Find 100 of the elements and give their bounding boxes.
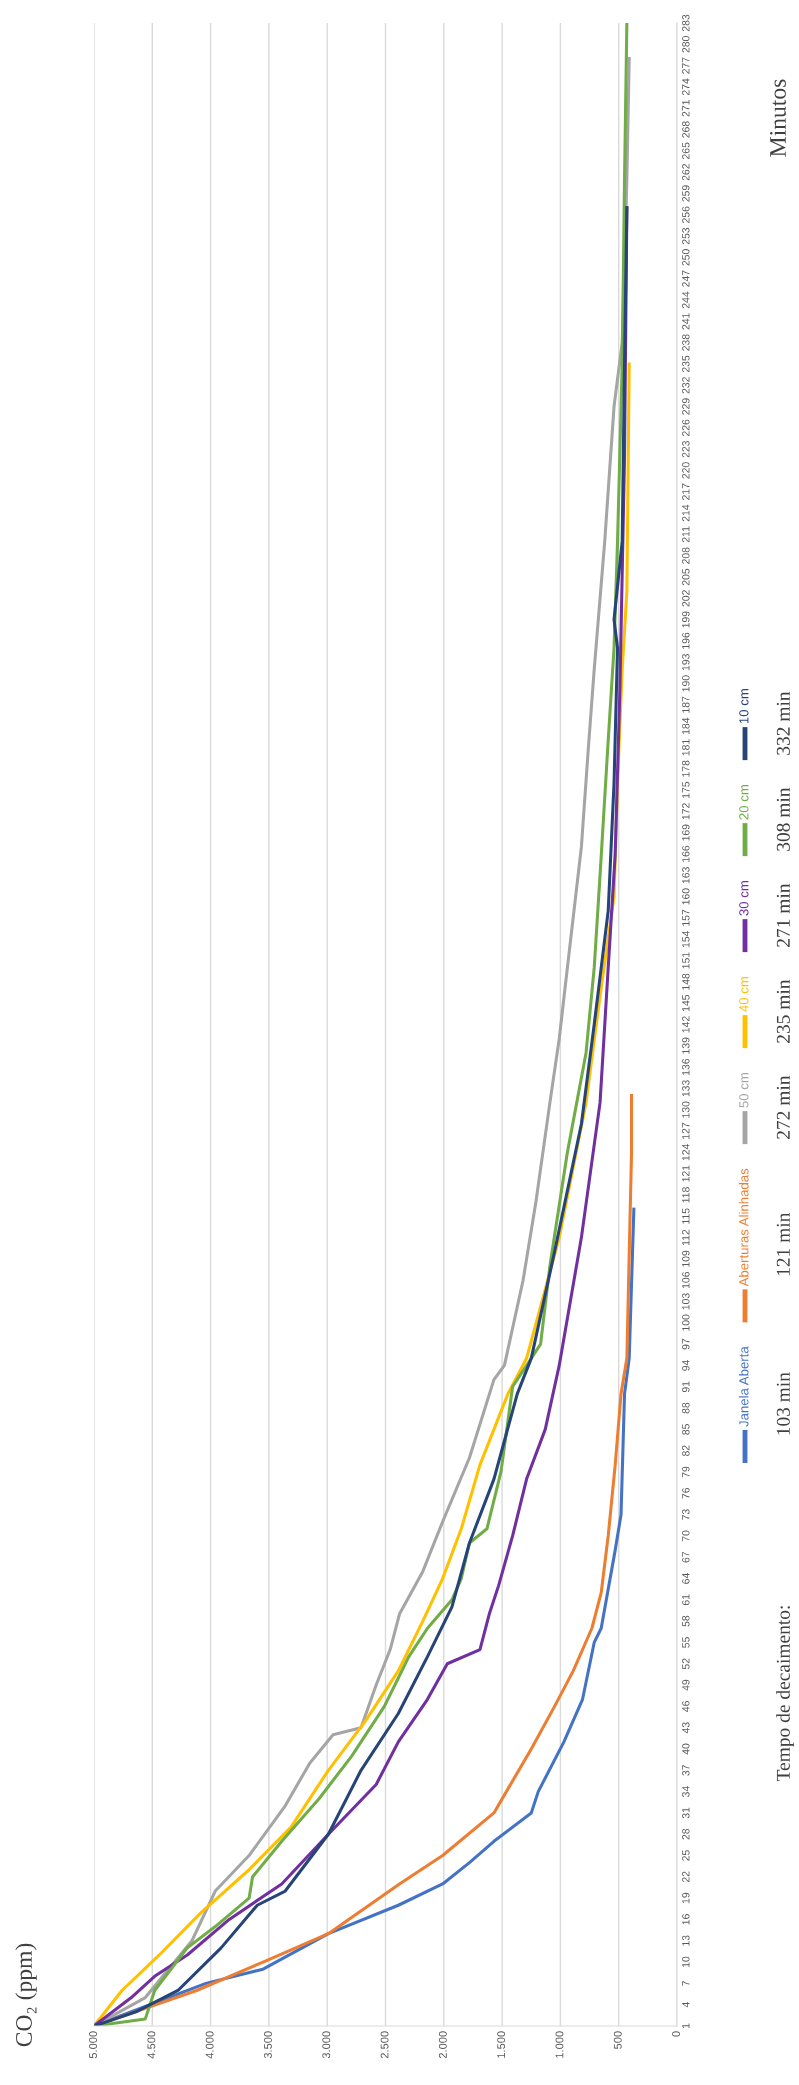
x-tick-label: 4.000 — [205, 2031, 214, 2059]
text: Janela Aberta — [738, 1346, 749, 1427]
x-tick-label: 5.000 — [89, 2031, 97, 2059]
y-tick-label: 169 — [682, 824, 690, 841]
y-tick-label: 253 — [682, 227, 690, 245]
text: 20 cm — [739, 785, 749, 820]
y-tick-label: 241 — [682, 313, 690, 330]
y-tick-label: 79 — [682, 1466, 690, 1478]
y-tick-label: 52 — [682, 1658, 690, 1670]
y-tick-label: 277 — [682, 57, 690, 74]
y-tick-label: 94 — [682, 1359, 690, 1371]
y-tick-label: 4 — [682, 2002, 690, 2008]
y-tick-label: 43 — [682, 1722, 690, 1734]
y-tick-label: 61 — [682, 1594, 690, 1606]
y-tick-label: 1 — [682, 2023, 690, 2029]
y-tick-label: 130 — [682, 1101, 690, 1118]
x-tick-label: 1.500 — [497, 2031, 506, 2058]
y-tick-label: 67 — [682, 1551, 690, 1563]
y-tick-label: 76 — [682, 1487, 690, 1499]
y-tick-label: 178 — [682, 760, 690, 777]
y-tick-label: 229 — [682, 398, 690, 415]
y-tick-label: 160 — [682, 888, 690, 905]
y-tick-label: 49 — [682, 1679, 690, 1691]
y-tick-label: 133 — [682, 1080, 690, 1097]
y-tick-label: 13 — [682, 1935, 690, 1946]
text: 50 cm — [739, 1073, 749, 1108]
text: 121 min — [776, 1212, 790, 1276]
y-tick-label: 154 — [682, 930, 690, 948]
text: 40 cm — [739, 977, 749, 1012]
text: Aberturas Alinhadas — [738, 1168, 749, 1287]
y-tick-label: 85 — [682, 1424, 690, 1435]
x-tick-label: 3.000 — [322, 2031, 331, 2059]
y-tick-label: 199 — [682, 611, 690, 628]
x-tick-label: 500 — [613, 2031, 622, 2049]
y-tick-label: 139 — [682, 1037, 690, 1054]
x-tick-label: 2.000 — [438, 2031, 447, 2059]
y-tick-label: 184 — [682, 717, 690, 735]
y-tick-label: 226 — [682, 419, 690, 437]
y-tick-label: 202 — [682, 590, 690, 607]
y-tick-label: 82 — [682, 1445, 690, 1457]
y-tick-label: 214 — [682, 504, 690, 522]
y-tick-label: 271 — [682, 100, 690, 117]
y-tick-label: 190 — [682, 675, 690, 692]
text: 30 cm — [739, 881, 749, 916]
y-tick-label: 106 — [682, 1271, 690, 1289]
y-tick-label: 217 — [682, 483, 690, 500]
y-tick-label: 142 — [682, 1016, 690, 1033]
text: 332 min — [776, 691, 790, 755]
y-tick-label: 274 — [682, 78, 690, 96]
y-tick-label: 19 — [682, 1892, 690, 1904]
y-tick-label: 208 — [682, 547, 690, 564]
y-tick-label: 91 — [682, 1381, 690, 1393]
y-tick-label: 223 — [682, 440, 690, 458]
y-tick-label: 37 — [682, 1765, 690, 1776]
text: CO₂ (ppm) — [15, 1943, 37, 2047]
y-tick-label: 157 — [682, 909, 690, 926]
y-tick-label: 127 — [682, 1122, 690, 1139]
y-tick-label: 103 — [682, 1293, 690, 1310]
y-tick-label: 10 — [682, 1956, 690, 1968]
y-tick-label: 73 — [682, 1509, 690, 1520]
y-tick-label: 109 — [682, 1250, 690, 1267]
text: 272 min — [776, 1075, 790, 1139]
y-tick-label: 34 — [682, 1786, 690, 1797]
text: Tempo de decaimento: — [776, 1606, 794, 1782]
y-tick-label: 55 — [682, 1637, 690, 1648]
y-tick-label: 262 — [682, 163, 690, 181]
x-tick-label: 1.000 — [555, 2031, 564, 2058]
y-tick-label: 283 — [682, 14, 690, 32]
y-tick-label: 163 — [682, 867, 690, 884]
y-tick-label: 250 — [682, 249, 690, 266]
text: 308 min — [776, 787, 790, 851]
y-tick-label: 64 — [682, 1573, 690, 1584]
y-tick-label: 28 — [682, 1828, 690, 1840]
text: 271 min — [776, 883, 790, 947]
y-tick-label: 205 — [682, 568, 690, 586]
y-tick-label: 40 — [682, 1743, 690, 1755]
y-axis-title: Minutos — [770, 79, 786, 157]
y-tick-label: 148 — [682, 973, 690, 990]
y-tick-label: 115 — [682, 1208, 690, 1224]
y-tick-label: 265 — [682, 142, 690, 160]
y-tick-label: 118 — [682, 1187, 690, 1203]
text: 10 cm — [739, 689, 749, 724]
y-tick-label: 25 — [682, 1850, 690, 1861]
y-tick-label: 97 — [682, 1338, 690, 1350]
y-tick-label: 268 — [682, 121, 690, 138]
text: 103 min — [776, 1372, 790, 1435]
y-tick-label: 22 — [682, 1871, 690, 1883]
y-tick-label: 136 — [682, 1058, 690, 1076]
y-tick-label: 175 — [682, 781, 690, 798]
text: 235 min — [776, 979, 790, 1043]
y-tick-label: 7 — [682, 1981, 690, 1986]
y-tick-label: 166 — [682, 845, 690, 862]
y-tick-label: 235 — [682, 355, 690, 373]
y-tick-label: 238 — [682, 334, 690, 351]
y-tick-label: 247 — [682, 270, 690, 287]
y-tick-label: 100 — [682, 1314, 690, 1331]
y-tick-label: 16 — [682, 1914, 690, 1925]
x-tick-label: 2.500 — [380, 2031, 389, 2059]
y-tick-label: 256 — [682, 206, 690, 223]
y-tick-label: 193 — [682, 654, 690, 671]
